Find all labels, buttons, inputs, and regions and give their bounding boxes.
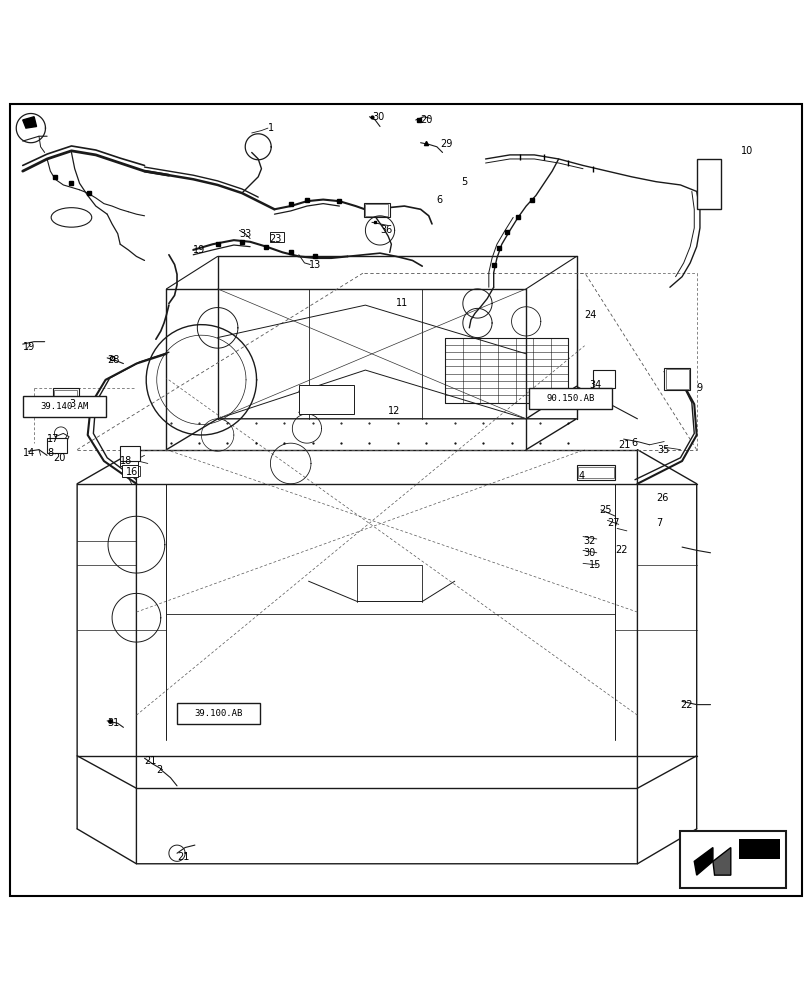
Text: 12: 12	[388, 406, 400, 416]
Text: 7: 7	[655, 518, 662, 528]
Bar	[592, 370, 615, 388]
Text: 30: 30	[371, 112, 384, 122]
Bar	[680, 831, 785, 888]
Text: 10: 10	[740, 146, 752, 156]
Text: 21: 21	[618, 440, 630, 450]
Text: 3: 3	[69, 399, 75, 409]
Text: 13: 13	[308, 260, 320, 270]
Text: 14: 14	[23, 448, 35, 458]
Bar	[23, 396, 105, 417]
Text: 39.100.AB: 39.100.AB	[194, 709, 242, 718]
Text: 21: 21	[177, 852, 189, 862]
Text: 8: 8	[47, 448, 54, 458]
Text: 33: 33	[239, 229, 251, 239]
Text: 23: 23	[269, 234, 281, 244]
Bar	[363, 203, 389, 217]
Bar	[444, 338, 568, 403]
Text: 30: 30	[582, 548, 594, 558]
Text: 34: 34	[589, 380, 601, 390]
Text: 6: 6	[436, 195, 443, 205]
Text: 19: 19	[193, 245, 205, 255]
Bar	[665, 369, 688, 389]
Text: 19: 19	[23, 342, 35, 352]
Text: 4: 4	[577, 471, 584, 481]
Text: 20: 20	[53, 453, 65, 463]
Bar	[365, 204, 388, 216]
Text: 28: 28	[107, 355, 119, 365]
Bar	[529, 388, 611, 409]
Bar	[577, 467, 613, 478]
Bar	[47, 438, 67, 453]
Bar	[696, 159, 720, 209]
Text: 36: 36	[380, 225, 392, 235]
Bar	[120, 446, 140, 461]
Text: 22: 22	[615, 545, 627, 555]
Text: 15: 15	[588, 560, 600, 570]
Polygon shape	[712, 848, 730, 875]
Bar	[54, 390, 77, 409]
Bar	[177, 703, 260, 724]
Bar	[122, 465, 138, 477]
Text: 39.140.AM: 39.140.AM	[40, 402, 88, 411]
Text: 32: 32	[582, 536, 594, 546]
Ellipse shape	[51, 208, 92, 227]
Text: 24: 24	[584, 310, 596, 320]
Bar	[663, 368, 689, 390]
Bar	[576, 465, 615, 480]
Text: 26: 26	[655, 493, 667, 503]
Text: 21: 21	[144, 756, 157, 766]
Bar	[53, 388, 79, 411]
Text: 27: 27	[607, 518, 619, 528]
Bar	[126, 466, 140, 476]
Text: 25: 25	[599, 505, 611, 515]
Polygon shape	[23, 117, 36, 128]
Bar	[298, 385, 354, 414]
Text: 29: 29	[440, 139, 452, 149]
Text: 17: 17	[47, 434, 59, 444]
Bar	[120, 454, 138, 466]
Text: 9: 9	[696, 383, 702, 393]
Text: 22: 22	[680, 700, 692, 710]
Bar	[738, 839, 779, 859]
Text: 18: 18	[120, 456, 132, 466]
Text: 2: 2	[156, 765, 162, 775]
Text: 6: 6	[631, 438, 637, 448]
Text: 20: 20	[420, 115, 432, 125]
Text: 11: 11	[396, 298, 408, 308]
Bar	[269, 232, 284, 242]
Text: 31: 31	[107, 718, 119, 728]
Text: 5: 5	[461, 177, 467, 187]
Text: 16: 16	[126, 467, 138, 477]
Polygon shape	[693, 848, 712, 875]
Text: 35: 35	[657, 445, 669, 455]
Text: 1: 1	[268, 123, 274, 133]
Text: 90.150.AB: 90.150.AB	[546, 394, 594, 403]
